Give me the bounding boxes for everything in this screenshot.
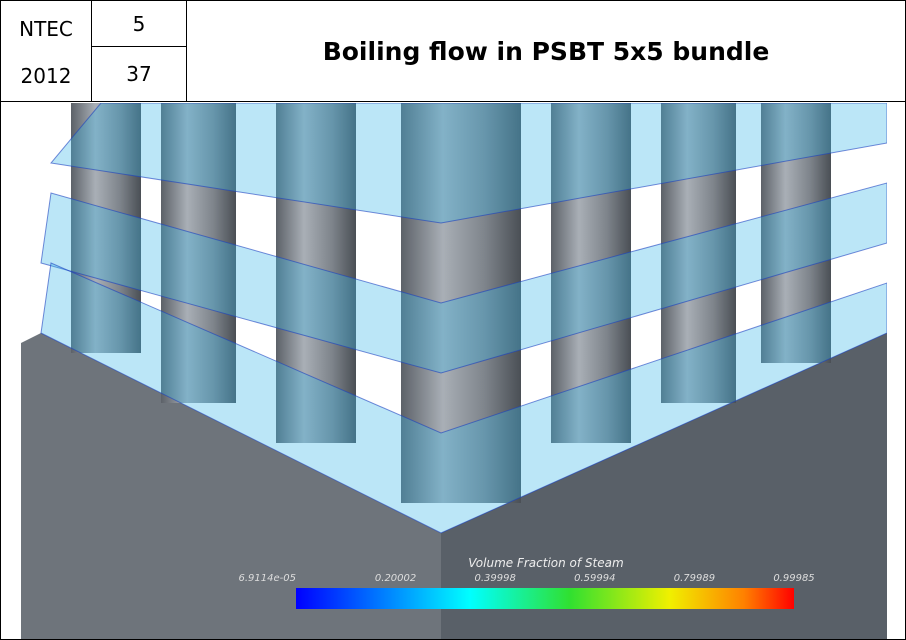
colorbar-title: Volume Fraction of Steam xyxy=(468,556,623,570)
simulation-image: Volume Fraction of Steam 6.9114e-05 0.200… xyxy=(21,103,887,639)
colorbar-label: 6.9114e-05 xyxy=(239,573,296,584)
divider xyxy=(1,101,905,102)
event-label: NTEC xyxy=(1,9,91,49)
colorbar-label: 0.99985 xyxy=(773,573,814,584)
colorbar-label: 0.59994 xyxy=(574,573,615,584)
colorbar-label: 0.20002 xyxy=(375,573,416,584)
slide-title: Boiling flow in PSBT 5x5 bundle xyxy=(187,1,905,101)
divider xyxy=(92,46,186,47)
slide-number: 37 xyxy=(92,53,186,95)
colorbar-label: 0.39998 xyxy=(475,573,516,584)
session-number: 5 xyxy=(92,5,186,43)
colorbar xyxy=(296,588,794,609)
colorbar-label: 0.79989 xyxy=(674,573,715,584)
slide: NTEC 2012 5 37 Boiling flow in PSBT 5x5 … xyxy=(0,0,906,640)
year-label: 2012 xyxy=(1,56,91,96)
